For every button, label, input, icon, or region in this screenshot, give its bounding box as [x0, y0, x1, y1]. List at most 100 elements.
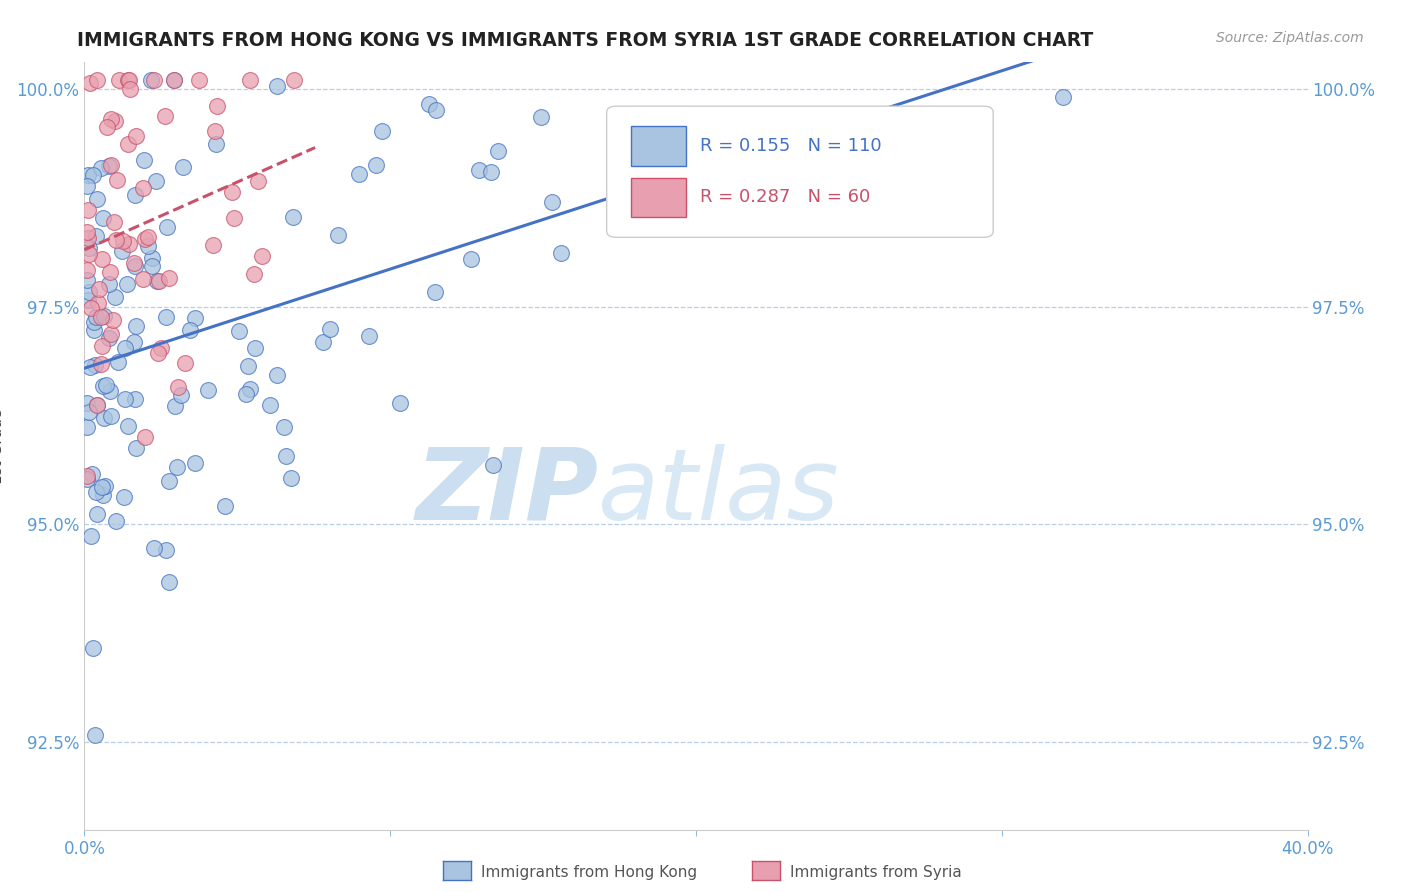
- Point: [122, 334, 145, 349]
- Point: [77, 241, 100, 255]
- Point: [84, 728, 107, 742]
- Text: Source: ZipAtlas.com: Source: ZipAtlas.com: [1216, 31, 1364, 45]
- Point: [118, 73, 141, 87]
- Point: [184, 310, 207, 325]
- Point: [105, 173, 128, 187]
- Point: [141, 73, 163, 87]
- Point: [76, 225, 98, 239]
- Point: [540, 194, 562, 209]
- Point: [86, 485, 108, 500]
- Point: [97, 277, 120, 292]
- Point: [141, 251, 163, 265]
- Point: [98, 265, 121, 279]
- Point: [117, 137, 139, 152]
- Point: [155, 219, 177, 234]
- Point: [479, 164, 502, 178]
- Point: [486, 144, 509, 158]
- Point: [79, 247, 101, 261]
- Point: [76, 263, 98, 277]
- Point: [90, 252, 112, 267]
- Point: [163, 73, 186, 87]
- Bar: [631, 178, 686, 218]
- Point: [111, 235, 134, 249]
- Point: [76, 395, 98, 409]
- Point: [134, 153, 156, 167]
- Point: [96, 120, 118, 134]
- Point: [93, 309, 115, 323]
- Point: [80, 467, 103, 481]
- Point: [467, 163, 489, 178]
- Point: [79, 360, 101, 375]
- Point: [155, 542, 177, 557]
- Point: [82, 169, 104, 183]
- Point: [114, 392, 136, 406]
- Point: [312, 334, 335, 349]
- Point: [184, 456, 207, 470]
- Point: [157, 271, 180, 285]
- Point: [77, 293, 100, 307]
- Point: [250, 249, 273, 263]
- Point: [242, 268, 264, 282]
- Point: [357, 329, 380, 343]
- Point: [146, 274, 169, 288]
- Point: [117, 277, 139, 292]
- Point: [143, 73, 166, 87]
- Point: [77, 202, 100, 217]
- Point: [389, 396, 412, 410]
- Point: [155, 109, 177, 123]
- Point: [136, 239, 159, 253]
- Point: [122, 256, 145, 270]
- Point: [273, 419, 295, 434]
- Point: [246, 174, 269, 188]
- Point: [326, 227, 349, 242]
- Point: [76, 169, 98, 183]
- Point: [91, 339, 114, 353]
- Point: [83, 358, 105, 372]
- Point: [418, 97, 440, 112]
- Point: [235, 387, 257, 401]
- Point: [108, 73, 131, 87]
- Point: [117, 73, 139, 87]
- Point: [134, 232, 156, 246]
- Point: [165, 399, 187, 413]
- Point: [201, 238, 224, 252]
- Point: [76, 273, 98, 287]
- Point: [155, 310, 177, 325]
- Point: [107, 355, 129, 369]
- Point: [550, 246, 572, 260]
- Point: [86, 398, 108, 412]
- Point: [148, 274, 170, 288]
- Point: [125, 441, 148, 455]
- Point: [90, 161, 112, 175]
- Point: [90, 357, 112, 371]
- Point: [280, 471, 302, 485]
- Point: [228, 324, 250, 338]
- Point: [93, 411, 115, 425]
- Point: [86, 192, 108, 206]
- Point: [93, 488, 115, 502]
- Point: [364, 158, 387, 172]
- Point: [205, 137, 228, 152]
- Point: [245, 341, 267, 355]
- Text: ZIP: ZIP: [415, 443, 598, 541]
- Point: [224, 211, 246, 226]
- Point: [117, 419, 139, 434]
- Point: [157, 475, 180, 489]
- Point: [100, 326, 122, 341]
- Point: [98, 159, 121, 173]
- Point: [166, 460, 188, 475]
- Point: [97, 330, 120, 344]
- Point: [141, 259, 163, 273]
- Point: [136, 230, 159, 244]
- Point: [100, 112, 122, 127]
- Point: [118, 237, 141, 252]
- Point: [529, 110, 551, 124]
- Point: [100, 409, 122, 423]
- Point: [104, 114, 127, 128]
- Point: [124, 187, 146, 202]
- Point: [239, 73, 262, 87]
- Point: [236, 359, 259, 374]
- Point: [91, 211, 114, 225]
- Text: R = 0.155   N = 110: R = 0.155 N = 110: [700, 137, 882, 155]
- Text: atlas: atlas: [598, 443, 839, 541]
